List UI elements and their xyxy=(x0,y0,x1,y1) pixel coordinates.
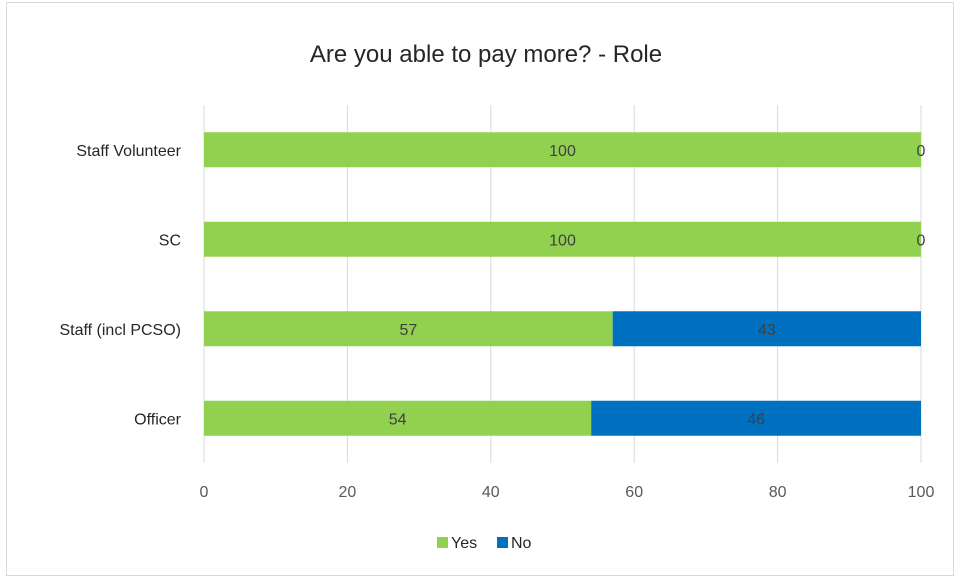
data-label: 46 xyxy=(747,411,765,428)
x-tick-label: 100 xyxy=(908,484,935,501)
bars: 100 0 100 0 57 43 54 46 xyxy=(204,132,926,436)
data-label: 57 xyxy=(399,322,417,339)
category-label: Officer xyxy=(134,411,182,428)
category-label: SC xyxy=(159,232,181,249)
data-label: 54 xyxy=(389,411,407,428)
x-axis-ticks: 0 20 40 60 80 100 xyxy=(200,484,935,501)
category-label: Staff (incl PCSO) xyxy=(59,322,181,339)
bar-yes xyxy=(204,311,613,347)
data-label: 100 xyxy=(549,143,576,160)
chart-title: Are you able to pay more? - Role xyxy=(310,41,662,68)
legend-label-yes: Yes xyxy=(451,535,477,552)
data-label: 0 xyxy=(917,232,926,249)
legend-label-no: No xyxy=(511,535,532,552)
bar-no xyxy=(591,400,921,436)
data-label: 0 xyxy=(917,143,926,160)
x-tick-label: 60 xyxy=(625,484,643,501)
bar-yes xyxy=(204,400,592,436)
chart-frame xyxy=(6,2,954,576)
category-label: Staff Volunteer xyxy=(76,143,181,160)
bar-yes xyxy=(204,221,921,257)
x-tick-label: 80 xyxy=(769,484,787,501)
legend: Yes No xyxy=(437,535,532,552)
legend-swatch-yes xyxy=(437,537,448,548)
x-tick-label: 40 xyxy=(482,484,500,501)
x-tick-label: 0 xyxy=(200,484,209,501)
data-label: 43 xyxy=(758,322,776,339)
category-labels: Staff Volunteer SC Staff (incl PCSO) Office… xyxy=(59,143,181,429)
data-label: 100 xyxy=(549,232,576,249)
x-tick-label: 20 xyxy=(339,484,357,501)
bar-yes xyxy=(204,132,921,168)
legend-swatch-no xyxy=(497,537,508,548)
bar-no xyxy=(612,311,921,347)
